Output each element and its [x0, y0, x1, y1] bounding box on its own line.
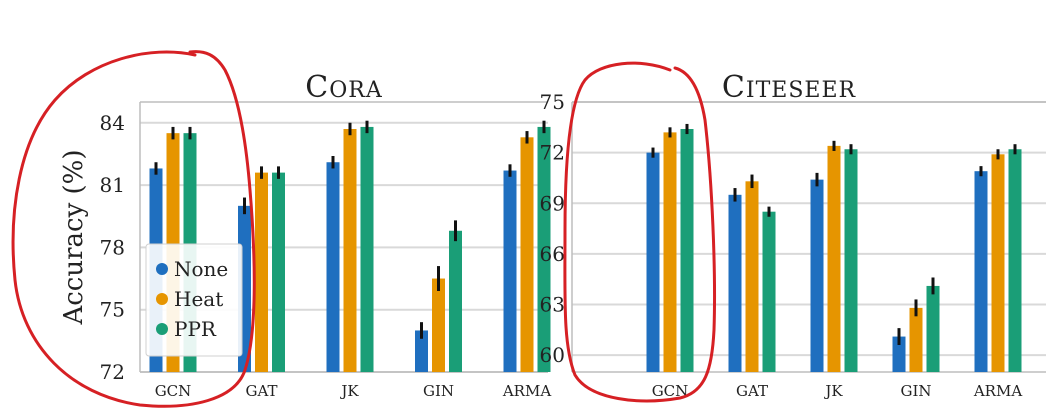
bar-ppr: [360, 126, 374, 372]
y-tick-label: 66: [540, 242, 565, 266]
x-tick-label: ARMA: [502, 382, 551, 400]
legend-marker-none: [156, 263, 168, 275]
y-axis-label: Accuracy (%): [59, 149, 89, 325]
bar-ppr: [537, 126, 551, 372]
y-tick-label: 60: [540, 343, 565, 367]
bar-ppr: [762, 211, 776, 372]
bar-heat: [255, 172, 268, 372]
y-tick-label: 75: [100, 298, 125, 322]
bar-none: [326, 162, 340, 372]
bar-heat: [991, 154, 1005, 372]
y-tick-label: 72: [100, 360, 125, 384]
x-tick-label: GCN: [652, 382, 689, 400]
bar-none: [646, 152, 660, 372]
bar-none: [974, 171, 988, 372]
bar-none: [728, 194, 742, 372]
legend-box: [145, 243, 243, 357]
x-tick-label: JK: [339, 382, 359, 400]
annotations: [11, 50, 717, 408]
bar-ppr: [272, 172, 285, 372]
panel-citeseer: 60 63 66 69 72 75 CITESEER GCN GAT JK GIN ARMA: [540, 70, 1046, 400]
bar-heat: [343, 129, 357, 372]
bar-heat: [827, 145, 841, 372]
x-tick-label: GIN: [423, 382, 454, 400]
bar-none: [415, 330, 428, 372]
chart-title: CORA: [305, 70, 383, 105]
bar-heat: [520, 137, 534, 372]
bar-heat: [909, 307, 923, 372]
y-tick-label: 63: [540, 293, 565, 317]
y-tick-label: 78: [100, 235, 125, 259]
chart-title: CITESEER: [722, 70, 857, 105]
y-tick-label: 84: [100, 111, 125, 135]
legend: None Heat PPR: [145, 243, 243, 357]
red-circle-annotation: [11, 50, 256, 408]
bar-ppr: [1008, 149, 1022, 372]
bar-ppr: [449, 230, 462, 372]
x-tick-label: GAT: [736, 382, 768, 400]
bar-none: [503, 170, 517, 372]
legend-label-none: None: [174, 257, 228, 281]
y-tick-label: 75: [540, 90, 565, 114]
y-tick-label: 81: [100, 173, 125, 197]
x-tick-label: ARMA: [973, 382, 1022, 400]
x-tick-label: GAT: [246, 382, 278, 400]
x-tick-label: JK: [823, 382, 843, 400]
bar-none: [892, 336, 906, 372]
legend-label-heat: Heat: [174, 287, 223, 311]
legend-marker-heat: [156, 293, 168, 305]
y-tick-label: 72: [540, 141, 565, 165]
bar-heat: [663, 132, 677, 372]
legend-label-ppr: PPR: [174, 317, 217, 341]
x-tick-label: GIN: [900, 382, 931, 400]
y-tick-label: 69: [540, 191, 565, 215]
bar-heat: [745, 181, 759, 372]
bar-heat: [432, 278, 445, 372]
panel-cora: 72 75 78 81 84 CORA Accuracy (%) GCN GAT JK GIN ARM…: [59, 70, 551, 400]
bar-ppr: [680, 129, 694, 372]
bar-ppr: [844, 149, 858, 372]
bar-none: [810, 179, 824, 372]
red-circle-annotation: [563, 61, 717, 403]
bar-ppr: [926, 285, 940, 372]
x-tick-label: GCN: [155, 382, 192, 400]
legend-marker-ppr: [156, 323, 168, 335]
